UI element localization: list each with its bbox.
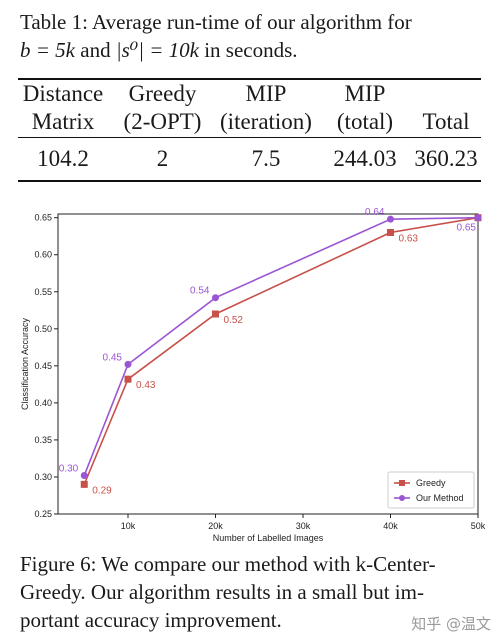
and-text: and xyxy=(75,38,116,62)
y-tick-label: 0.30 xyxy=(34,472,52,482)
accuracy-chart: 0.25 0.30 0.35 0.40 0.45 0.50 0.55 0.60 0.65 10k 2… xyxy=(20,207,486,543)
legend-box xyxy=(387,471,475,509)
figure-caption-line2: Greedy. Our algorithm results in a small… xyxy=(20,580,424,604)
cell-mip-total: 244.03 xyxy=(333,146,397,171)
header-mip-iter-line2: (iteration) xyxy=(220,109,312,134)
header-distance-matrix: Distance Matrix xyxy=(18,80,108,136)
greedy-data-label: 0.29 xyxy=(92,485,112,496)
x-tick-label: 50k xyxy=(471,521,486,531)
our-method-data-label: 0.30 xyxy=(59,463,79,474)
greedy-data-label: 0.43 xyxy=(136,380,156,391)
plot-frame xyxy=(57,213,479,515)
header-greedy-line2: (2-OPT) xyxy=(123,109,202,134)
greedy-point xyxy=(80,480,88,488)
our-method-point xyxy=(212,294,219,302)
y-axis-label: Classification Accuracy xyxy=(20,317,30,410)
our-method-data-label: 0.65 xyxy=(457,223,477,234)
greedy-point xyxy=(124,375,132,383)
header-mip-total-line1: MIP xyxy=(344,81,386,106)
y-tick-label: 0.40 xyxy=(34,398,52,408)
header-mip-total: MIP (total) xyxy=(326,80,404,136)
greedy-data-label: 0.63 xyxy=(399,234,419,245)
cell-total: 360.23 xyxy=(414,146,478,171)
legend-label-0: Greedy xyxy=(416,478,446,488)
x-tick-label: 40k xyxy=(383,521,398,531)
series-line-1 xyxy=(83,216,479,476)
b-equation: b = 5k xyxy=(20,38,75,62)
greedy-point xyxy=(387,229,394,237)
watermark: 知乎 @温文 xyxy=(411,615,491,633)
y-tick-label: 0.60 xyxy=(34,250,52,260)
header-mip-total-line2: (total) xyxy=(336,109,394,134)
cell-greedy: 2 xyxy=(156,146,169,171)
header-distance-line1: Distance xyxy=(22,81,104,106)
our-method-point xyxy=(80,471,88,479)
y-tick-label: 0.55 xyxy=(34,287,52,297)
table-bottom-rule xyxy=(18,180,481,182)
y-tick-label: 0.35 xyxy=(34,435,52,445)
figure-caption-line3: portant accuracy improvement. xyxy=(20,608,282,632)
header-mip-iter-line1: MIP xyxy=(245,81,287,106)
y-tick-label: 0.50 xyxy=(34,324,52,334)
table-mid-rule xyxy=(18,137,481,138)
our-method-data-label: 0.54 xyxy=(190,286,210,297)
our-method-point xyxy=(474,214,482,222)
our-method-data-label: 0.64 xyxy=(365,207,385,218)
header-distance-line2: Matrix xyxy=(31,109,95,134)
header-mip-iteration: MIP (iteration) xyxy=(214,80,318,136)
greedy-data-label: 0.52 xyxy=(224,315,244,326)
our-method-point xyxy=(387,215,394,223)
legend-label-1: Our Method xyxy=(416,493,464,503)
legend-our-method-marker xyxy=(399,495,405,501)
x-tick-label: 20k xyxy=(208,521,223,531)
s0-equation: |s⁰| = 10k xyxy=(115,38,199,62)
header-greedy: Greedy (2-OPT) xyxy=(115,80,210,136)
y-tick-label: 0.25 xyxy=(34,509,52,519)
header-greedy-line1: Greedy xyxy=(128,81,197,106)
our-method-point xyxy=(124,360,132,368)
figure-caption: Figure 6: We compare our method with k-C… xyxy=(20,550,485,634)
header-total-line1 xyxy=(410,80,482,108)
x-tick-label: 30k xyxy=(296,521,311,531)
table-caption: Table 1: Average run-time of our algorit… xyxy=(20,8,485,64)
our-method-data-label: 0.45 xyxy=(103,352,123,363)
table-top-rule xyxy=(18,78,481,80)
y-tick-label: 0.65 xyxy=(34,213,52,223)
table-caption-line1: Table 1: Average run-time of our algorit… xyxy=(20,10,412,34)
y-tick-label: 0.45 xyxy=(34,361,52,371)
cell-mip-iteration: 7.5 xyxy=(251,146,281,171)
header-total: Total xyxy=(410,80,482,136)
greedy-point xyxy=(212,310,219,318)
x-tick-label: 10k xyxy=(121,521,136,531)
in-seconds-text: in seconds. xyxy=(198,38,298,62)
table-caption-line2: b = 5k and |s⁰| = 10k in seconds. xyxy=(20,36,485,64)
x-axis-label: Number of Labelled Images xyxy=(213,533,324,543)
series-line-0 xyxy=(83,216,479,485)
figure-caption-line1: Figure 6: We compare our method with k-C… xyxy=(20,552,436,576)
legend-greedy-marker xyxy=(399,480,405,486)
header-total-line2: Total xyxy=(422,109,470,134)
cell-distance-matrix: 104.2 xyxy=(37,146,89,171)
